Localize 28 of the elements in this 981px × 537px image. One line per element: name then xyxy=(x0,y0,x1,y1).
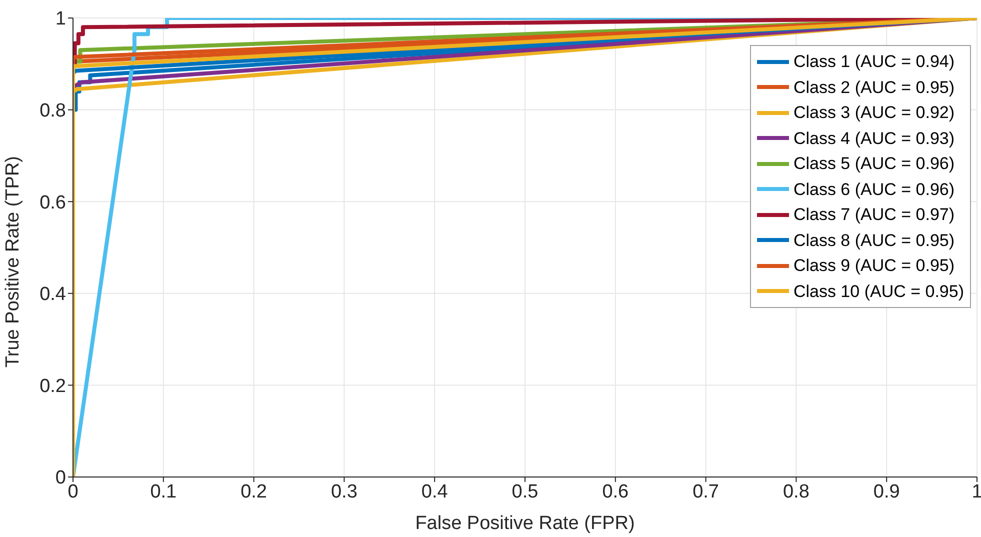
x-tick-label: 0.1 xyxy=(150,481,177,502)
x-tick-label: 0.3 xyxy=(330,481,358,502)
y-tick-label: 0.2 xyxy=(40,376,66,397)
legend-label: Class 1 (AUC = 0.94) xyxy=(793,51,955,73)
y-tick-label: 0 xyxy=(55,468,66,489)
y-tick-label: 0.6 xyxy=(40,192,66,214)
y-tick-label: 1 xyxy=(55,8,66,30)
x-tick-label: 0.7 xyxy=(692,481,720,502)
y-tick-label: 0.4 xyxy=(40,284,66,306)
legend-label: Class 6 (AUC = 0.96) xyxy=(793,178,955,200)
x-tick-label: 0.4 xyxy=(421,481,448,502)
x-tick-label: 0.9 xyxy=(873,481,900,502)
x-tick-label: 0.2 xyxy=(240,481,268,502)
x-axis-title: False Positive Rate (FPR) xyxy=(415,513,635,534)
x-tick-label: 0.6 xyxy=(602,481,629,502)
legend-label: Class 10 (AUC = 0.95) xyxy=(793,280,964,302)
legend-label: Class 5 (AUC = 0.96) xyxy=(793,153,955,175)
y-tick-label: 0.8 xyxy=(40,100,66,122)
legend-label: Class 7 (AUC = 0.97) xyxy=(793,204,955,226)
legend-label: Class 3 (AUC = 0.92) xyxy=(793,102,955,124)
x-tick-label: 0.8 xyxy=(782,481,810,502)
legend-label: Class 9 (AUC = 0.95) xyxy=(793,255,955,277)
legend-label: Class 2 (AUC = 0.95) xyxy=(793,76,955,98)
x-tick-label: 1 xyxy=(972,481,981,502)
y-axis-title: True Positive Rate (TPR) xyxy=(2,156,24,368)
legend-label: Class 4 (AUC = 0.93) xyxy=(793,128,955,150)
legend-label: Class 8 (AUC = 0.95) xyxy=(793,230,955,252)
x-tick-label: 0.5 xyxy=(512,481,538,502)
